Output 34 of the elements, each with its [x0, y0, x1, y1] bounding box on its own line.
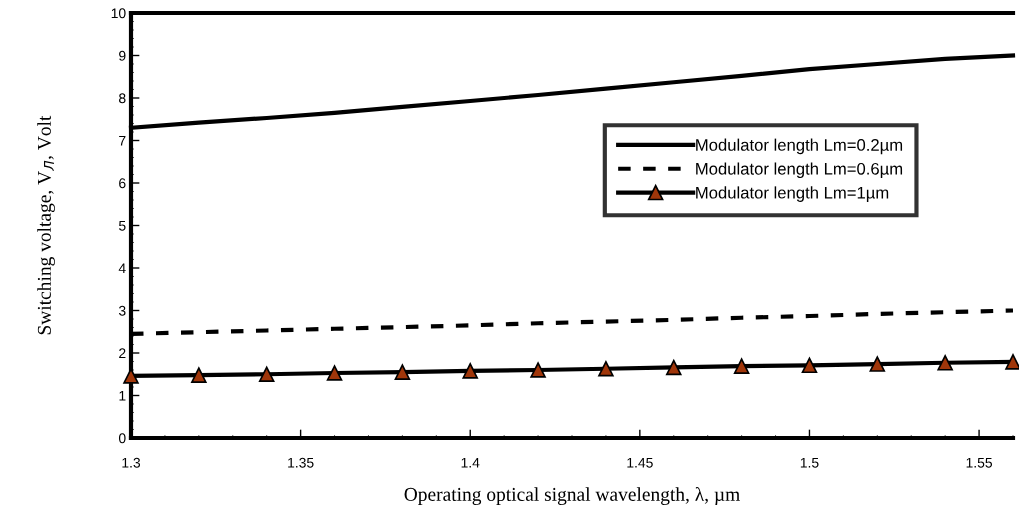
legend-label: Modulator length Lm=0.2µm [696, 138, 903, 155]
point [394, 364, 411, 380]
point [733, 358, 750, 374]
y-tick-label: 0 [118, 433, 126, 444]
x-axis-title: Operating optical signal wavelength, λ, µm [404, 487, 740, 505]
x-tick-label: 1.5 [800, 457, 819, 468]
point [801, 357, 818, 374]
point [326, 365, 343, 381]
x-tick-label: 1.55 [966, 457, 993, 468]
y-tick-label: 3 [118, 305, 126, 316]
x-tick-label: 1.45 [627, 457, 653, 468]
y-tick-label: 8 [119, 93, 126, 104]
point [665, 359, 682, 376]
x-tick-label: 1.4 [461, 457, 480, 468]
y-tick-label: 2 [119, 348, 126, 359]
y-tick-label: 9 [119, 50, 126, 61]
point [462, 363, 479, 379]
point [869, 356, 886, 372]
y-tick-label: 10 [111, 8, 126, 19]
y-tick-label: 4 [118, 263, 126, 274]
x-tick-label: 1.35 [288, 457, 314, 468]
point [258, 366, 275, 383]
point [937, 354, 953, 371]
point [598, 360, 614, 377]
point [191, 367, 207, 383]
y-tick-label: 7 [119, 135, 126, 146]
point [530, 362, 546, 378]
y-axis-title: Switching voltage, V$_{Л}$, Volt [37, 115, 55, 335]
legend-label: Modulator length Lm=0.6µm [696, 162, 903, 179]
y-tick-label: 6 [119, 178, 126, 189]
x-tick-label: 1.3 [122, 457, 141, 468]
y-tick-label: 5 [118, 220, 126, 231]
y-tick-label: 1 [119, 390, 126, 401]
legend-label: Modulator length Lm=1µm [696, 186, 889, 202]
